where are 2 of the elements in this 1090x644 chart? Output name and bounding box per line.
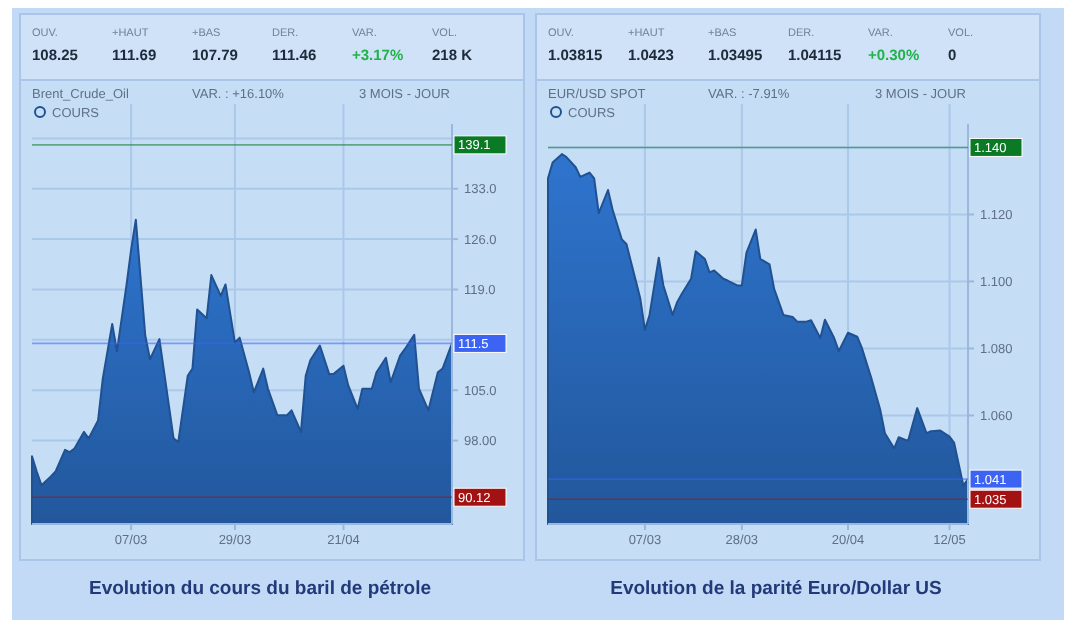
text: Evolution de la parité Euro/Dollar US — [610, 578, 942, 600]
text: Evolution du cours du baril de pétrole — [88, 578, 432, 600]
